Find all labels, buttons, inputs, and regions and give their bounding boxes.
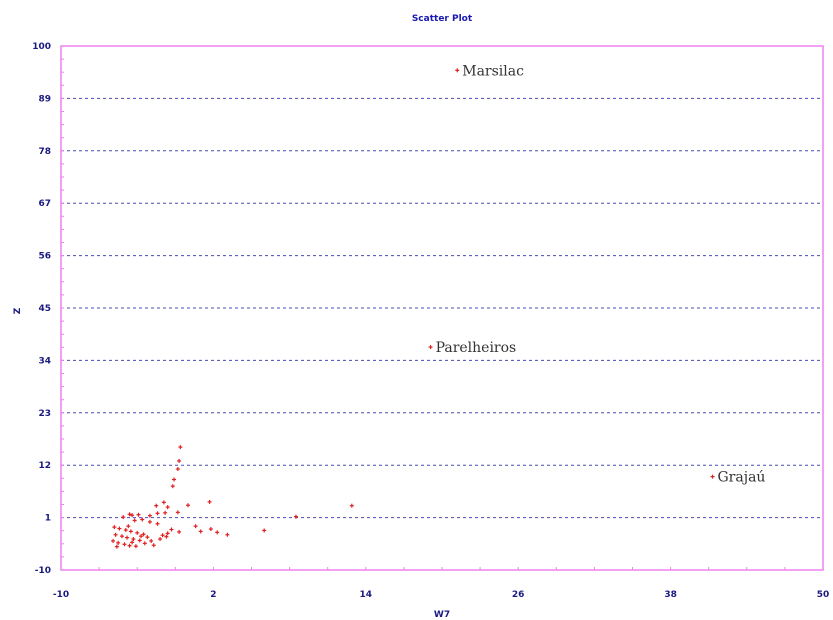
data-point xyxy=(145,535,150,540)
data-point xyxy=(132,518,137,523)
data-point xyxy=(215,530,220,535)
data-point xyxy=(161,500,166,505)
data-point xyxy=(130,540,135,545)
data-point xyxy=(198,529,203,534)
data-point xyxy=(112,525,117,530)
data-point xyxy=(130,513,135,518)
data-point xyxy=(225,532,230,537)
y-tick-label: 12 xyxy=(38,461,51,471)
data-point xyxy=(140,517,145,522)
data-point xyxy=(455,68,460,73)
point-annotation: Marsilac xyxy=(462,63,524,79)
data-point xyxy=(170,484,175,489)
data-point xyxy=(142,541,147,546)
data-point xyxy=(178,445,183,450)
annotations: Marsilac Parelheiros Grajaú xyxy=(436,63,766,485)
data-point xyxy=(122,542,127,547)
x-tick-label: 38 xyxy=(664,590,677,600)
y-tick-label: 34 xyxy=(38,356,51,366)
data-point xyxy=(125,535,130,540)
data-point xyxy=(119,534,124,539)
data-point xyxy=(133,544,138,549)
data-point xyxy=(127,512,132,517)
data-point xyxy=(116,540,121,545)
data-point xyxy=(172,477,177,482)
data-point xyxy=(193,524,198,529)
x-tick-label: 2 xyxy=(210,590,216,600)
data-point xyxy=(165,531,170,536)
data-point xyxy=(175,467,180,472)
data-point xyxy=(135,530,140,535)
data-point xyxy=(349,503,354,508)
data-point xyxy=(141,532,146,537)
data-point xyxy=(155,511,160,516)
x-tick-label: 14 xyxy=(360,590,373,600)
data-point xyxy=(177,458,182,463)
chart-title: Scatter Plot xyxy=(412,14,473,24)
data-point xyxy=(136,512,141,517)
y-tick-label: 67 xyxy=(38,199,51,209)
data-point xyxy=(126,524,131,529)
y-tick-label: 100 xyxy=(32,42,51,52)
y-tick-label: 78 xyxy=(38,147,51,157)
data-point xyxy=(177,529,182,534)
data-point xyxy=(149,538,154,543)
data-point xyxy=(117,526,122,531)
data-point xyxy=(165,505,170,510)
data-point xyxy=(293,514,298,519)
x-tick-label: -10 xyxy=(53,590,69,600)
data-point xyxy=(131,537,136,542)
data-point xyxy=(147,513,152,518)
point-annotation: Grajaú xyxy=(718,470,766,486)
data-point xyxy=(175,510,180,515)
data-point xyxy=(121,515,126,520)
data-point xyxy=(151,543,156,548)
data-point xyxy=(160,533,165,538)
data-point xyxy=(137,538,142,543)
grid xyxy=(61,97,823,519)
data-point xyxy=(127,543,132,548)
data-point xyxy=(147,519,152,524)
data-point xyxy=(207,499,212,504)
data-point xyxy=(169,527,174,532)
y-tick-label: 45 xyxy=(38,304,51,314)
data-point xyxy=(128,529,133,534)
y-tick-label: 23 xyxy=(38,409,51,419)
x-axis: -10 2 14 26 38 50 xyxy=(53,567,829,600)
x-tick-label: 50 xyxy=(817,590,830,600)
data-point xyxy=(186,503,190,508)
data-point xyxy=(164,534,169,539)
data-point xyxy=(428,345,433,350)
data-point xyxy=(113,532,118,537)
y-tick-label: 56 xyxy=(38,252,51,262)
data-point xyxy=(262,528,267,533)
data-point xyxy=(155,521,160,526)
data-point xyxy=(154,503,159,508)
y-tick-label: 89 xyxy=(38,94,51,104)
y-tick-label: -10 xyxy=(35,566,51,576)
x-axis-label: W7 xyxy=(434,610,450,620)
y-axis: -10 1 12 23 34 45 56 67 78 89 100 xyxy=(32,42,64,576)
data-point xyxy=(139,534,144,539)
data-points xyxy=(111,68,715,549)
y-axis-label: Z xyxy=(13,307,23,314)
data-point xyxy=(163,510,168,515)
data-point xyxy=(158,537,163,542)
y-tick-label: 1 xyxy=(45,514,51,524)
point-annotation: Parelheiros xyxy=(436,340,517,356)
x-tick-label: 26 xyxy=(512,590,525,600)
data-point xyxy=(123,527,128,532)
data-point xyxy=(208,527,213,532)
data-point xyxy=(111,538,116,543)
data-point xyxy=(710,474,715,479)
data-point xyxy=(114,544,119,549)
